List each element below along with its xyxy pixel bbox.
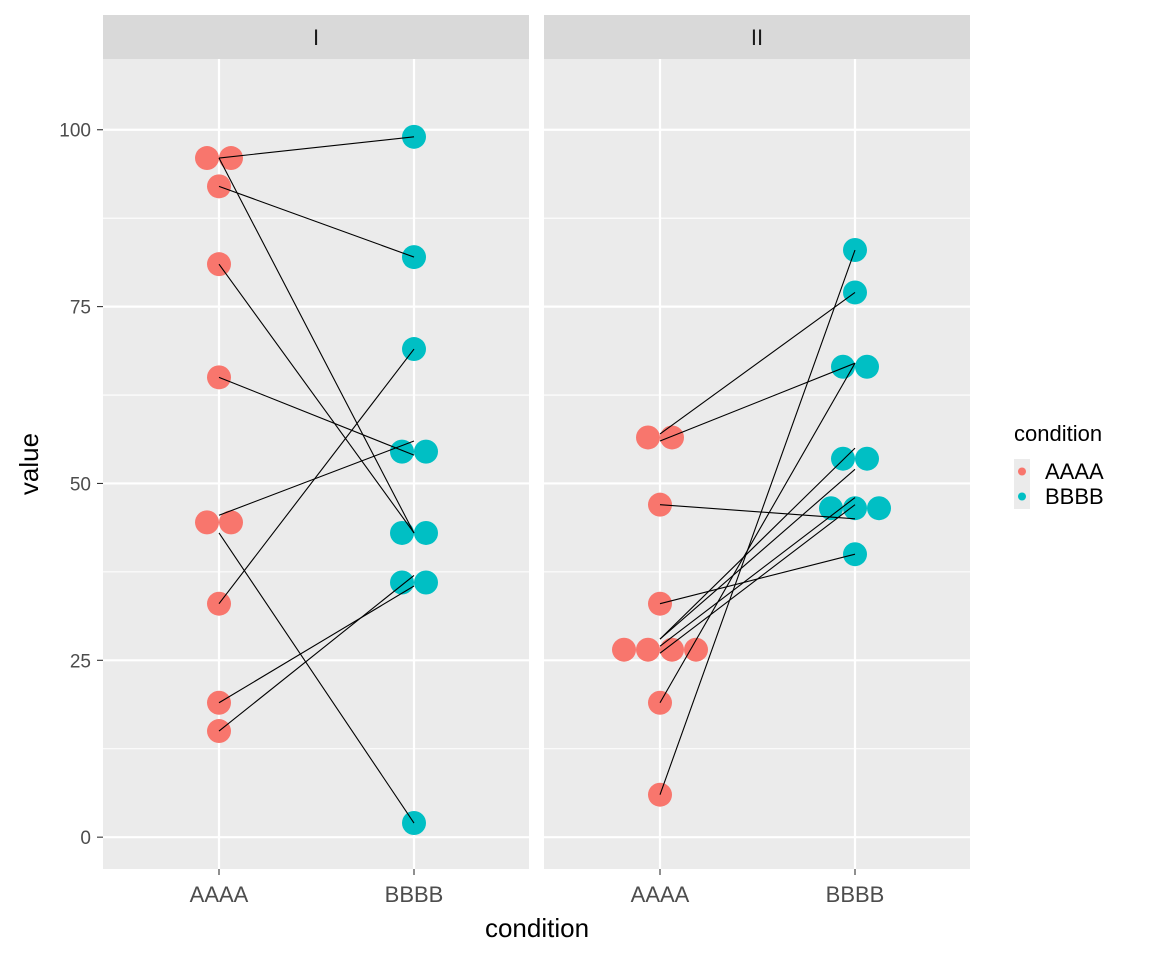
pair-line <box>659 497 856 647</box>
x-tick-label: BBBB <box>826 882 885 907</box>
y-tick-label: 0 <box>80 828 91 849</box>
y-axis-title: value <box>14 433 44 495</box>
data-point-bbbb <box>855 446 879 471</box>
data-point-bbbb <box>390 439 414 464</box>
pair-line <box>218 440 415 516</box>
data-point-aaaa <box>219 510 243 535</box>
panel-background <box>103 59 529 869</box>
data-point-aaaa <box>195 146 219 171</box>
pair-line <box>659 504 856 654</box>
data-point-aaaa <box>636 425 660 450</box>
pair-line <box>218 157 415 534</box>
panel-background <box>544 59 970 869</box>
x-tick-label: AAAA <box>631 882 690 907</box>
pair-line <box>218 376 415 456</box>
data-point-aaaa <box>195 510 219 535</box>
data-point-bbbb <box>843 496 867 521</box>
pair-line <box>659 292 856 435</box>
pair-line <box>218 136 415 159</box>
y-tick-label: 75 <box>70 298 91 319</box>
pair-line <box>659 468 856 640</box>
x-tick-label: BBBB <box>385 882 444 907</box>
data-point-bbbb <box>390 520 414 545</box>
y-tick-label: 50 <box>70 474 91 495</box>
pair-line <box>218 574 415 732</box>
pair-line <box>218 263 415 534</box>
legend-key-aaaa <box>1018 467 1026 476</box>
data-point-aaaa <box>219 146 243 171</box>
pair-line <box>218 585 415 704</box>
data-point-aaaa <box>612 637 636 662</box>
facet-strip <box>544 15 970 59</box>
data-point-bbbb <box>390 570 414 595</box>
data-point-bbbb <box>819 496 843 521</box>
facet-strip-label: II <box>751 25 763 50</box>
pair-line <box>659 447 856 640</box>
y-tick-label: 25 <box>70 651 91 672</box>
pair-line <box>659 362 856 442</box>
x-tick-label: AAAA <box>190 882 249 907</box>
data-point-bbbb <box>414 570 438 595</box>
pair-line <box>659 362 856 704</box>
data-point-aaaa <box>636 637 660 662</box>
legend-label: BBBB <box>1045 484 1104 509</box>
data-point-bbbb <box>867 496 891 521</box>
data-point-bbbb <box>831 446 855 471</box>
facet-strip <box>103 15 529 59</box>
data-point-aaaa <box>660 425 684 450</box>
pair-line <box>218 185 415 258</box>
legend-label: AAAA <box>1045 459 1104 484</box>
facet-strip-label: I <box>313 25 319 50</box>
legend-key-bbbb <box>1018 492 1026 501</box>
data-point-bbbb <box>414 520 438 545</box>
data-point-bbbb <box>831 354 855 379</box>
x-axis-title: condition <box>485 913 589 943</box>
pair-line <box>659 249 856 795</box>
data-point-bbbb <box>414 439 438 464</box>
pair-line <box>659 504 856 520</box>
pair-line <box>218 532 415 824</box>
data-point-aaaa <box>684 637 708 662</box>
data-point-aaaa <box>660 637 684 662</box>
y-tick-label: 100 <box>59 121 91 142</box>
legend-title: condition <box>1014 421 1102 446</box>
pair-line <box>218 348 415 605</box>
data-point-bbbb <box>855 354 879 379</box>
